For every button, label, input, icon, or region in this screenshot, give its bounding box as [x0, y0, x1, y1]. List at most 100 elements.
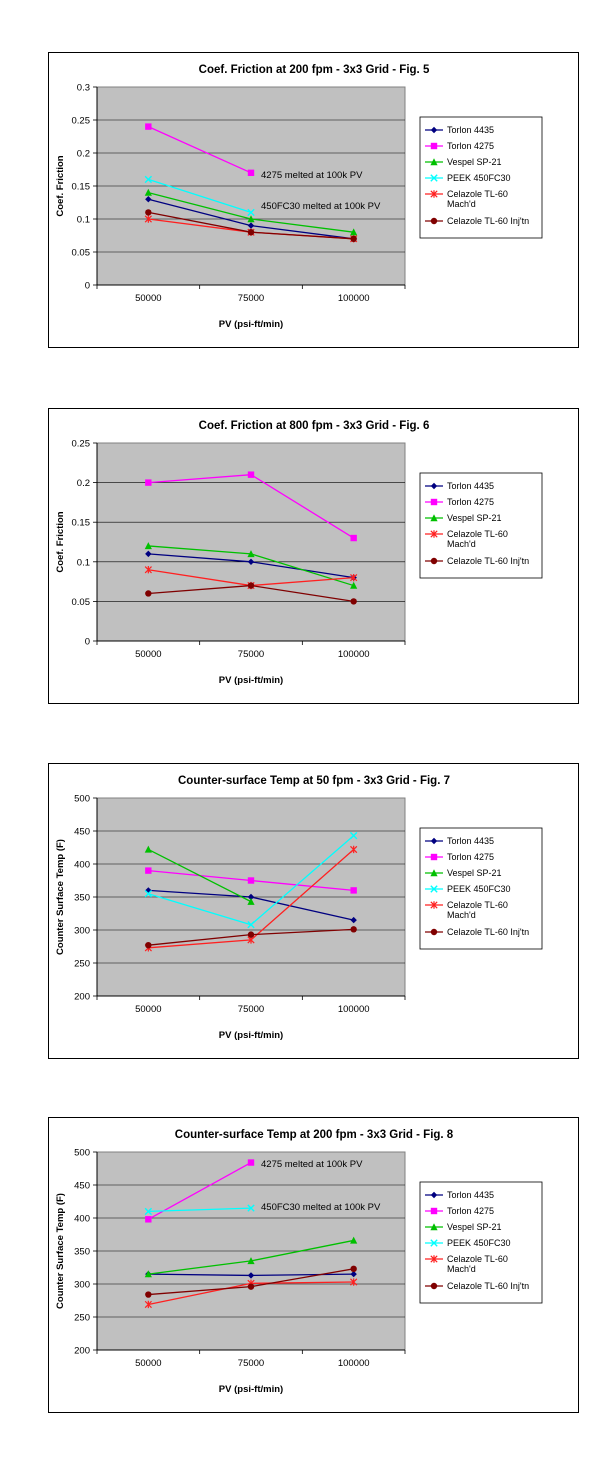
- data-point: [144, 1300, 152, 1309]
- data-point: [350, 573, 358, 582]
- y-axis-title: Counter Surface Temp (F): [55, 1193, 66, 1309]
- data-point: [350, 1278, 358, 1286]
- y-tick-label: 300: [74, 1280, 90, 1291]
- data-point: [247, 1204, 255, 1212]
- legend-label: Celazole TL-60: [447, 529, 508, 539]
- y-tick-label: 0.05: [72, 597, 91, 608]
- legend-label: Celazole TL-60: [447, 1254, 508, 1264]
- legend-marker: [430, 190, 438, 198]
- y-tick-label: 0.15: [72, 182, 91, 193]
- legend-label: Vespel SP-21: [447, 868, 502, 878]
- x-tick-label: 50000: [135, 293, 161, 304]
- y-tick-label: 250: [74, 1313, 90, 1324]
- data-point: [247, 471, 255, 478]
- legend-marker: [430, 1191, 438, 1199]
- data-point: [145, 123, 152, 130]
- y-tick-label: 0.2: [77, 149, 90, 160]
- y-tick-label: 200: [74, 1346, 90, 1357]
- y-tick-label: 0: [85, 637, 90, 648]
- legend-label: Celazole TL-60 Inj'tn: [447, 1281, 529, 1291]
- data-point: [145, 941, 152, 949]
- x-tick-label: 100000: [338, 1358, 370, 1369]
- chart-fig5-svg: Coef. Friction at 200 fpm - 3x3 Grid - F…: [55, 64, 543, 330]
- data-point: [144, 845, 152, 853]
- y-tick-label: 0.3: [77, 83, 90, 94]
- legend-marker: [430, 530, 438, 538]
- y-tick-label: 0.1: [77, 215, 90, 226]
- legend-marker: [430, 1282, 438, 1290]
- legend-marker: [430, 901, 438, 909]
- data-point: [350, 235, 357, 242]
- y-tick-label: 400: [74, 860, 90, 871]
- data-point: [145, 479, 152, 486]
- data-point: [145, 550, 152, 558]
- legend-marker: [430, 158, 438, 166]
- y-tick-label: 0.25: [72, 439, 91, 450]
- data-point: [144, 1207, 153, 1216]
- chart-fig5: Coef. Friction at 200 fpm - 3x3 Grid - F…: [48, 52, 579, 348]
- legend-label: Mach'd: [447, 539, 476, 549]
- x-tick-label: 75000: [238, 1004, 264, 1015]
- data-point: [350, 926, 357, 933]
- y-tick-label: 250: [74, 959, 90, 970]
- data-point: [247, 222, 255, 229]
- x-tick-label: 75000: [238, 1358, 264, 1369]
- chart-title: Counter-surface Temp at 200 fpm - 3x3 Gr…: [175, 1129, 454, 1141]
- x-tick-label: 100000: [338, 293, 370, 304]
- y-tick-label: 0.05: [72, 248, 91, 259]
- x-tick-label: 50000: [135, 1004, 161, 1015]
- chart-title: Counter-surface Temp at 50 fpm - 3x3 Gri…: [178, 775, 450, 787]
- data-point: [144, 215, 152, 223]
- legend-label: Celazole TL-60: [447, 900, 508, 910]
- data-point: [247, 877, 255, 884]
- y-tick-label: 200: [74, 992, 90, 1003]
- data-point: [350, 534, 357, 542]
- legend-marker: [430, 174, 438, 182]
- x-axis-title: PV (psi-ft/min): [219, 1030, 283, 1041]
- data-point: [350, 228, 358, 236]
- chart-fig8: Counter-surface Temp at 200 fpm - 3x3 Gr…: [48, 1117, 579, 1413]
- legend-label: Torlon 4435: [447, 1190, 494, 1200]
- legend-label: Vespel SP-21: [447, 513, 502, 523]
- legend-label: Vespel SP-21: [447, 1222, 502, 1232]
- data-point: [247, 550, 255, 558]
- data-point: [247, 169, 255, 176]
- series-line: [148, 126, 252, 174]
- x-axis-title: PV (psi-ft/min): [219, 1384, 283, 1395]
- y-axis-title: Counter Surface Temp (F): [55, 839, 66, 955]
- y-tick-label: 0.25: [72, 116, 91, 127]
- legend-marker: [430, 1255, 438, 1263]
- chart-fig6: Coef. Friction at 800 fpm - 3x3 Grid - F…: [48, 408, 579, 704]
- chart-fig7: Counter-surface Temp at 50 fpm - 3x3 Gri…: [48, 763, 579, 1059]
- legend-marker: [430, 869, 438, 877]
- data-point: [350, 845, 358, 854]
- legend-label: Torlon 4275: [447, 852, 494, 862]
- annotation: 4275 melted at 100k PV: [261, 1159, 363, 1170]
- y-tick-label: 400: [74, 1214, 90, 1225]
- y-tick-label: 0.15: [72, 518, 91, 529]
- y-tick-label: 450: [74, 827, 90, 838]
- data-point: [247, 931, 255, 938]
- legend-label: Torlon 4275: [447, 497, 494, 507]
- data-point: [247, 893, 255, 901]
- chart-title: Coef. Friction at 800 fpm - 3x3 Grid - F…: [199, 420, 430, 432]
- legend-marker: [430, 885, 438, 893]
- chart-title: Coef. Friction at 200 fpm - 3x3 Grid - F…: [199, 64, 430, 76]
- legend-label: Torlon 4435: [447, 836, 494, 846]
- data-point: [247, 215, 255, 223]
- legend-label: PEEK 450FC30: [447, 173, 511, 183]
- legend-marker: [430, 217, 438, 225]
- annotation: 450FC30 melted at 100k PV: [261, 1202, 381, 1213]
- data-point: [144, 175, 153, 184]
- legend-marker: [430, 498, 438, 506]
- data-point: [144, 1270, 152, 1278]
- legend-label: Torlon 4435: [447, 125, 494, 135]
- y-tick-label: 500: [74, 1148, 90, 1159]
- series-line: [148, 178, 252, 214]
- legend-marker: [430, 557, 438, 565]
- data-point: [247, 208, 255, 217]
- series-line: [148, 1161, 252, 1220]
- legend-marker: [430, 1207, 438, 1215]
- x-tick-label: 100000: [338, 1004, 370, 1015]
- legend-label: Mach'd: [447, 1264, 476, 1274]
